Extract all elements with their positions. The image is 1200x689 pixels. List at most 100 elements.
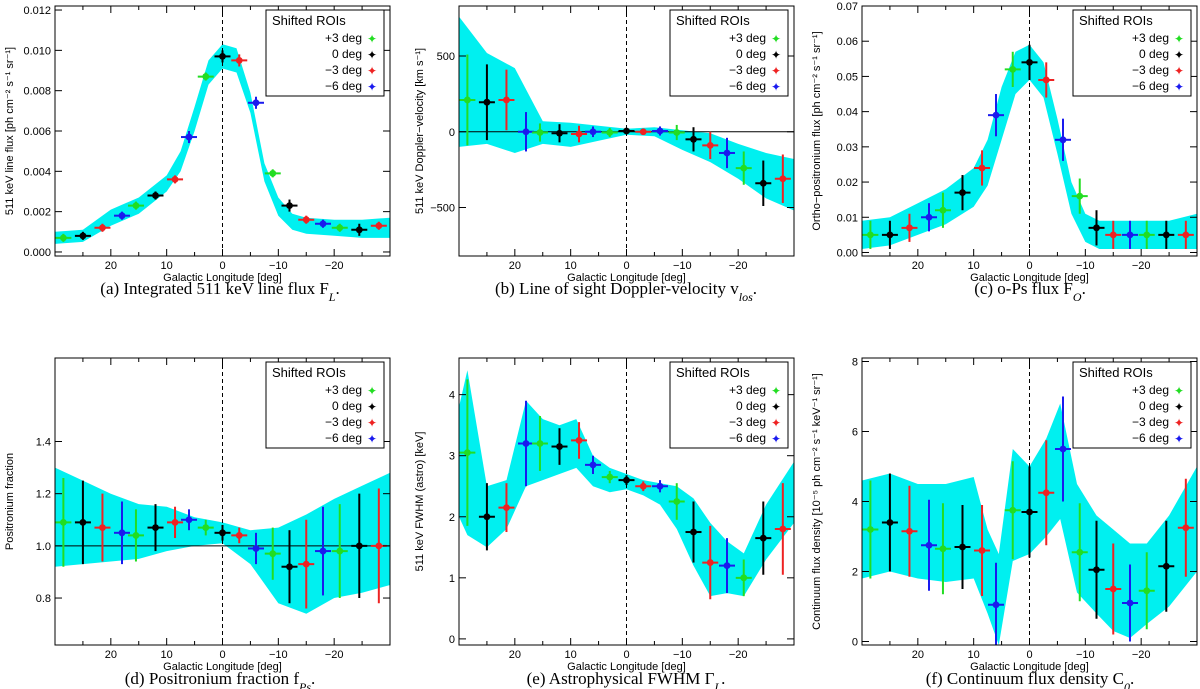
chart-panel-d: 20 10 0 −10 −20 Galactic Longitude [deg] 0.8 1.… [4,357,391,689]
data-point [755,160,772,206]
data-point [214,50,231,63]
data-point [551,428,568,465]
data-point [735,559,752,597]
point-marker [286,563,293,571]
legend: Shifted ROIs +3 deg ✦ 0 deg ✦ −3 deg ✦ −6 deg ✦ [669,361,789,449]
legend-entry-label: 0 deg [736,47,766,61]
point-marker [939,545,947,553]
legend-entry-symbol: ✦ [367,432,377,446]
plot-area [459,358,794,645]
y-tick-label: 0.03 [837,142,858,154]
panel-caption: (e) Astrophysical FWHM ΓL. [527,669,726,689]
data-point [147,191,164,200]
y-tick-label: 0.02 [837,177,858,189]
legend-entry-symbol: ✦ [1174,432,1184,446]
legend: Shifted ROIs +3 deg ✦ 0 deg ✦ −3 deg ✦ −6 deg ✦ [265,361,385,449]
legend: Shifted ROIs +3 deg ✦ 0 deg ✦ −3 deg ✦ −6 deg ✦ [1072,9,1192,97]
point-marker [483,513,491,521]
y-tick-label: 0.006 [23,126,51,138]
point-marker [252,99,260,107]
data-point [1071,503,1088,602]
legend-entry-symbol: ✦ [771,48,781,62]
y-tick-label: 6 [852,427,858,439]
y-tick-label: 1.0 [36,541,51,553]
point-marker [706,559,714,566]
point-marker [759,534,767,542]
point-marker [723,562,731,570]
point-marker [939,206,947,214]
plot-area [459,6,794,256]
data-point [1055,396,1071,502]
x-tick-label: −10 [1076,649,1095,661]
legend-entry-symbol: ✦ [1174,416,1184,430]
point-marker [623,127,630,135]
legend-entry-label: −3 deg [325,415,362,429]
caption-end: . [335,279,339,298]
point-marker [1126,599,1134,607]
point-marker [992,601,1000,609]
legend-box [669,9,789,97]
point-marker [606,473,614,481]
legend-entry-label: −6 deg [1132,431,1169,445]
point-marker [483,98,491,106]
point-marker [1162,231,1170,239]
point-marker [252,545,260,552]
data-point [702,131,719,160]
y-tick-label: 0.05 [837,71,858,83]
y-tick-label: −500 [430,203,455,215]
point-marker [1026,508,1033,516]
data-point [618,475,635,486]
y-tick-label: 0.008 [23,86,51,98]
legend-entry-label: −3 deg [1132,415,1169,429]
legend: Shifted ROIs +3 deg ✦ 0 deg ✦ −3 deg ✦ −6 deg ✦ [1072,361,1192,449]
point-marker [219,53,226,60]
y-tick-label: 0.012 [23,5,51,17]
y-tick-label: 500 [437,51,455,63]
x-tick-label: −20 [1132,649,1151,661]
data-point [55,478,72,567]
y-tick-label: 0.004 [23,166,51,178]
data-point [1158,220,1175,249]
point-marker [336,547,344,555]
point-marker [866,526,874,533]
y-axis-label: Ortho−positronium flux [ph cm⁻² s⁻¹ sr⁻¹… [811,31,823,230]
point-marker [1093,566,1100,574]
point-marker [522,440,530,447]
point-marker [1026,58,1033,66]
y-tick-label: 0.00 [837,247,858,259]
legend-entry-symbol: ✦ [771,400,781,414]
legend-title: Shifted ROIs [1079,365,1153,380]
point-marker [269,169,277,177]
point-marker [906,224,913,232]
point-marker [1162,562,1170,570]
data-point [719,538,735,594]
data-point [478,483,495,551]
data-point [127,509,144,562]
legend: Shifted ROIs +3 deg ✦ 0 deg ✦ −3 deg ✦ −6 deg ✦ [669,9,789,97]
data-point [1004,461,1021,560]
caption-end: . [753,279,757,298]
caption-text: (c) o-Ps flux F [974,279,1073,298]
x-tick-label: −10 [673,260,692,272]
legend-box [265,361,385,449]
x-tick-label: −20 [729,260,748,272]
x-tick-label: 10 [161,649,173,661]
data-point [601,470,618,484]
point-marker [759,179,767,187]
point-marker [202,524,210,531]
legend-entry-label: +3 deg [325,383,362,397]
panel-caption: (d) Positronium fraction fPs. [125,669,315,689]
uncertainty-band [459,16,794,211]
point-marker [779,175,787,183]
x-tick-label: 10 [161,260,173,272]
data-point [55,233,72,242]
data-point [498,483,515,533]
point-marker [639,128,647,136]
point-marker [132,202,140,209]
legend-entry-label: 0 deg [332,47,362,61]
x-tick-label: 10 [565,260,577,272]
legend-entry-label: −6 deg [1132,79,1169,93]
data-point [685,127,702,152]
